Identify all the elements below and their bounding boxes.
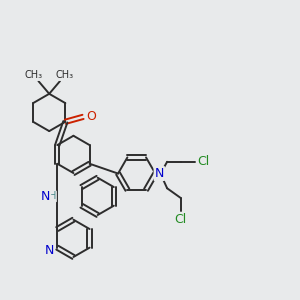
Text: O: O xyxy=(86,110,96,123)
Text: Cl: Cl xyxy=(197,155,210,168)
Text: N: N xyxy=(154,167,164,180)
Text: N: N xyxy=(41,190,50,203)
Text: N: N xyxy=(45,244,54,257)
Text: H: H xyxy=(49,191,56,201)
Text: CH₃: CH₃ xyxy=(56,70,74,80)
Text: Cl: Cl xyxy=(175,213,187,226)
Text: CH₃: CH₃ xyxy=(25,70,43,80)
